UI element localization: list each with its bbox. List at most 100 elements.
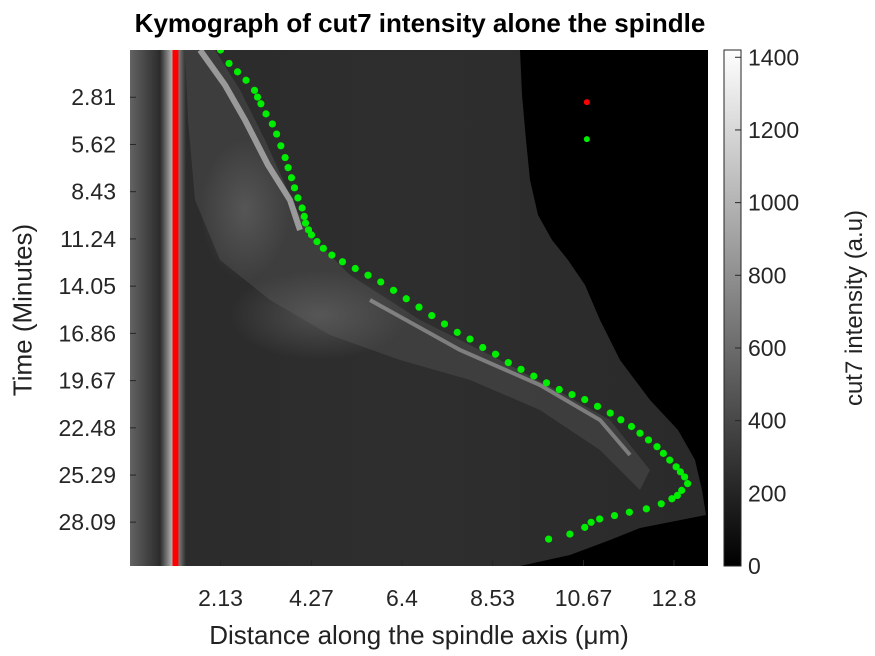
green-track-point — [610, 511, 619, 520]
colorbar-tick-label: 400 — [748, 408, 786, 434]
green-track-point — [300, 212, 308, 220]
x-axis-ticks: 2.13 4.27 6.4 8.53 10.67 12.8 — [198, 560, 696, 611]
green-track-point — [284, 164, 292, 172]
colorbar-tick-label: 200 — [748, 480, 786, 506]
green-track-point — [617, 416, 625, 424]
green-track-point — [542, 379, 551, 387]
green-track-point — [530, 372, 538, 380]
green-track-point — [294, 194, 302, 202]
x-axis-label: Distance along the spindle axis (μm) — [209, 620, 629, 650]
green-track-point — [225, 59, 233, 68]
colorbar-tick-label: 1400 — [748, 44, 799, 70]
green-track-point — [659, 449, 667, 457]
series-layer — [172, 50, 692, 566]
green-track-point — [666, 456, 674, 464]
green-track-point — [389, 286, 398, 294]
green-track-point — [657, 500, 665, 508]
green-track-point — [545, 535, 553, 543]
y-axis-ticks: 2.81 5.62 8.43 11.24 14.05 16.86 19.67 22.48 25.… — [58, 84, 136, 535]
y-tick-label: 5.62 — [71, 131, 116, 157]
x-tick-label: 12.8 — [652, 585, 697, 611]
colorbar-tick-label: 600 — [748, 335, 786, 361]
green-track-point — [673, 491, 682, 500]
green-track-point — [672, 463, 680, 471]
green-track-point — [253, 93, 262, 101]
green-track-point — [625, 508, 633, 516]
green-track-point — [678, 486, 686, 494]
green-track-point — [479, 343, 487, 352]
colorbar-label: cut7 intensity (a.u) — [841, 209, 868, 407]
green-track-point — [466, 335, 474, 343]
colorbar-tick-label: 800 — [748, 262, 786, 288]
green-track-point — [242, 76, 250, 84]
green-track-point — [636, 429, 644, 437]
green-track-point — [668, 495, 676, 503]
green-track-point — [587, 518, 595, 526]
colorbar-tick-label: 1000 — [748, 190, 799, 216]
green-track-point — [402, 295, 410, 303]
green-track-point — [298, 204, 306, 212]
y-tick-label: 28.09 — [58, 509, 116, 535]
green-track-point — [313, 238, 321, 246]
green-track-point — [627, 422, 636, 431]
green-track-point — [377, 278, 385, 286]
y-tick-label: 8.43 — [71, 179, 116, 205]
x-tick-label: 2.13 — [198, 585, 243, 611]
green-track-point — [555, 385, 563, 394]
annotation-marker — [583, 99, 590, 106]
y-tick-label: 2.81 — [71, 84, 116, 110]
green-track-point — [491, 350, 500, 358]
x-tick-label: 4.27 — [289, 585, 334, 611]
green-track-point — [568, 390, 576, 399]
green-track-point — [277, 142, 285, 150]
green-track-point — [262, 110, 270, 118]
green-track-point — [257, 100, 265, 108]
chart-title: Kymograph of cut7 intensity alone the sp… — [134, 8, 706, 38]
bright-wedge — [185, 50, 650, 490]
x-tick-label: 6.4 — [386, 585, 418, 611]
y-tick-label: 11.24 — [60, 226, 116, 252]
annotation-marker — [583, 136, 590, 143]
green-track-point — [338, 258, 347, 266]
green-track-point — [606, 409, 614, 417]
green-track-point — [287, 174, 296, 182]
green-track-point — [676, 468, 684, 476]
colorbar-tick-label: 0 — [748, 553, 761, 579]
green-track-point — [328, 251, 336, 259]
y-tick-label: 22.48 — [58, 415, 116, 441]
green-track-point — [581, 523, 589, 531]
y-tick-label: 14.05 — [58, 273, 116, 299]
green-track-point — [268, 120, 276, 128]
green-track-point — [281, 153, 289, 162]
green-track-point — [593, 402, 602, 410]
green-track-point — [566, 530, 574, 538]
colorbar-tick-label: 1200 — [748, 117, 799, 143]
green-track-point — [319, 244, 327, 252]
green-track-point — [290, 184, 299, 192]
green-track-point — [250, 86, 259, 94]
green-track-point — [415, 303, 423, 311]
green-track-point — [504, 359, 512, 367]
colorbar-ticks: 0 200 400 600 800 1000 1200 1400 — [735, 44, 799, 579]
green-track-point — [351, 264, 359, 273]
x-tick-label: 10.67 — [555, 585, 613, 611]
green-track-point — [596, 515, 604, 523]
x-tick-label: 8.53 — [470, 585, 515, 611]
green-track-point — [581, 396, 589, 404]
green-track-point — [233, 68, 242, 76]
green-track-point — [453, 328, 461, 336]
y-tick-label: 25.29 — [58, 462, 116, 488]
y-axis-label: Time (Minutes) — [7, 223, 38, 397]
green-track-point — [440, 320, 449, 328]
colorbar — [723, 49, 742, 567]
annotation-layer — [583, 99, 590, 143]
green-track-point — [644, 436, 653, 444]
green-track-point — [301, 219, 310, 227]
green-track-point — [216, 50, 225, 54]
green-track-point — [681, 473, 689, 481]
green-track-point — [642, 505, 650, 513]
y-tick-label: 19.67 — [58, 368, 116, 394]
green-track-point — [684, 480, 692, 488]
green-track-point — [653, 443, 661, 451]
